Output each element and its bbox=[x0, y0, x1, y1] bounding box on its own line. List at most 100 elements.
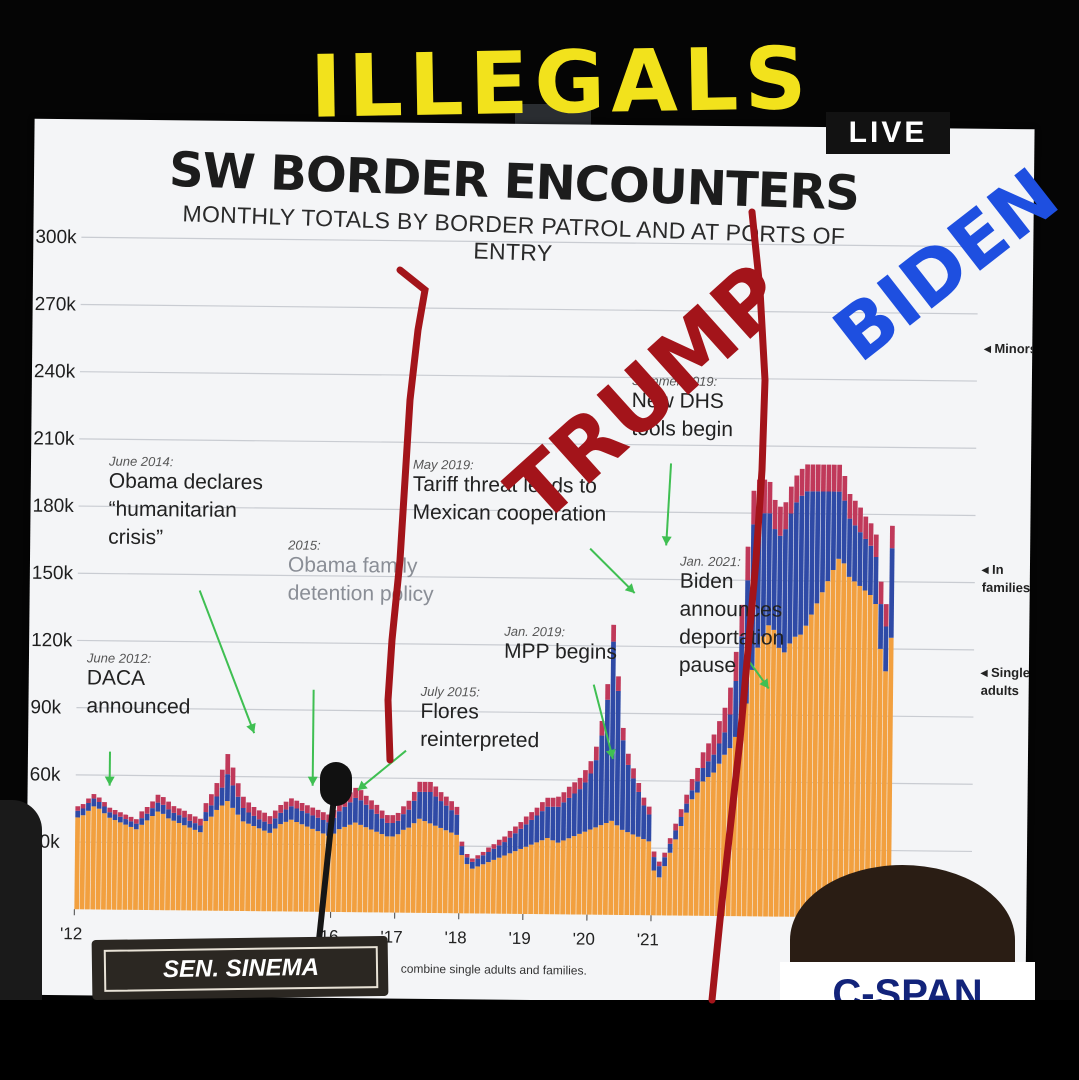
bar-segment bbox=[862, 538, 868, 591]
bar-segment bbox=[304, 805, 310, 814]
bar-segment bbox=[208, 805, 214, 817]
annotation-text: Flores bbox=[420, 700, 479, 724]
bar-segment bbox=[298, 824, 305, 912]
bar-segment bbox=[867, 545, 874, 596]
bar-segment bbox=[401, 806, 406, 815]
bar-segment bbox=[863, 516, 869, 539]
bar-segment bbox=[831, 464, 837, 492]
gridline bbox=[77, 572, 975, 584]
gridline bbox=[79, 438, 977, 449]
bar-segment bbox=[102, 806, 107, 814]
bar-segment bbox=[251, 815, 257, 827]
bar-segment bbox=[250, 825, 257, 912]
bar-segment bbox=[192, 816, 198, 824]
bar-segment bbox=[166, 801, 171, 810]
bar-segment bbox=[143, 820, 150, 911]
bar-segment bbox=[555, 806, 561, 843]
bar-segment bbox=[809, 491, 816, 615]
bar-segment bbox=[470, 858, 475, 862]
bar-segment bbox=[341, 826, 347, 913]
bar-segment bbox=[684, 803, 689, 813]
bar-segment bbox=[883, 626, 889, 672]
bar-segment bbox=[852, 525, 858, 582]
microphone-icon bbox=[320, 762, 352, 806]
annotation-text: “humanitarian bbox=[108, 498, 237, 522]
annotation-text: deportation bbox=[679, 626, 784, 650]
bar-segment bbox=[219, 769, 225, 788]
bar-segment bbox=[480, 864, 486, 914]
bar-segment bbox=[95, 808, 102, 910]
gridline bbox=[76, 707, 974, 718]
bar-segment bbox=[888, 548, 895, 638]
annotation-text: Obama declares bbox=[109, 470, 263, 495]
bar-segment bbox=[96, 801, 102, 809]
bar-segment bbox=[187, 814, 193, 821]
bar-segment bbox=[197, 825, 203, 833]
y-tick-label: 270k bbox=[35, 294, 77, 315]
y-tick-label: 240k bbox=[34, 361, 76, 382]
bar-segment bbox=[646, 814, 652, 842]
bar-segment bbox=[651, 851, 657, 858]
bar-segment bbox=[293, 821, 299, 912]
bar-segment bbox=[320, 819, 326, 834]
x-tick-label: '19 bbox=[509, 929, 531, 948]
bar-segment bbox=[620, 727, 626, 741]
y-tick-label: 90k bbox=[30, 697, 61, 718]
bar-segment bbox=[625, 753, 631, 765]
bar-segment bbox=[74, 817, 81, 910]
bar-segment bbox=[246, 812, 251, 824]
bar-segment bbox=[593, 746, 599, 761]
bar-segment bbox=[556, 796, 561, 807]
bar-segment bbox=[624, 832, 630, 916]
bar-segment bbox=[469, 861, 475, 869]
bar-segment bbox=[885, 637, 894, 918]
bar-segment bbox=[283, 801, 289, 810]
bar-segment bbox=[144, 806, 150, 814]
bar-segment bbox=[582, 782, 588, 832]
bar-segment bbox=[566, 786, 572, 798]
bar-segment bbox=[507, 830, 513, 838]
bar-segment bbox=[351, 822, 358, 913]
bar-segment bbox=[346, 824, 353, 913]
bar-segment bbox=[629, 834, 636, 916]
bar-segment bbox=[182, 810, 187, 818]
bar-segment bbox=[534, 815, 540, 843]
bar-segment bbox=[732, 680, 739, 737]
bar-segment bbox=[432, 825, 438, 914]
bar-segment bbox=[433, 796, 439, 826]
bar-segment bbox=[144, 813, 150, 821]
bar-segment bbox=[299, 810, 305, 825]
bar-segment bbox=[630, 778, 636, 835]
annotation-arrowhead bbox=[357, 780, 368, 791]
bar-segment bbox=[609, 641, 616, 821]
bar-segment bbox=[672, 839, 678, 916]
bar-segment bbox=[170, 820, 177, 911]
bar-segment bbox=[235, 796, 241, 815]
bar-segment bbox=[428, 781, 433, 793]
y-tick-label: 60k bbox=[30, 764, 61, 785]
bar-segment bbox=[534, 807, 540, 816]
annotation-date: 2015: bbox=[287, 537, 321, 552]
bar-segment bbox=[711, 734, 717, 755]
bar-segment bbox=[586, 829, 593, 915]
annotation-text: Mexican cooperation bbox=[412, 501, 606, 526]
bar-segment bbox=[262, 821, 267, 831]
bar-segment bbox=[779, 652, 787, 917]
bar-segment bbox=[722, 707, 728, 733]
bar-segment bbox=[695, 767, 701, 782]
bar-segment bbox=[667, 852, 673, 916]
bar-segment bbox=[661, 866, 667, 916]
bar-segment bbox=[160, 797, 166, 805]
bar-segment bbox=[678, 809, 684, 818]
bar-segment bbox=[868, 523, 874, 546]
bar-segment bbox=[825, 491, 832, 582]
bar-segment bbox=[453, 834, 460, 914]
bar-segment bbox=[175, 822, 182, 911]
bar-segment bbox=[368, 809, 374, 830]
bar-segment bbox=[486, 847, 491, 853]
bar-segment bbox=[437, 827, 444, 914]
bar-segment bbox=[751, 490, 757, 525]
bar-segment bbox=[181, 825, 187, 911]
bar-segment bbox=[727, 687, 733, 715]
bar-segment bbox=[656, 877, 662, 916]
